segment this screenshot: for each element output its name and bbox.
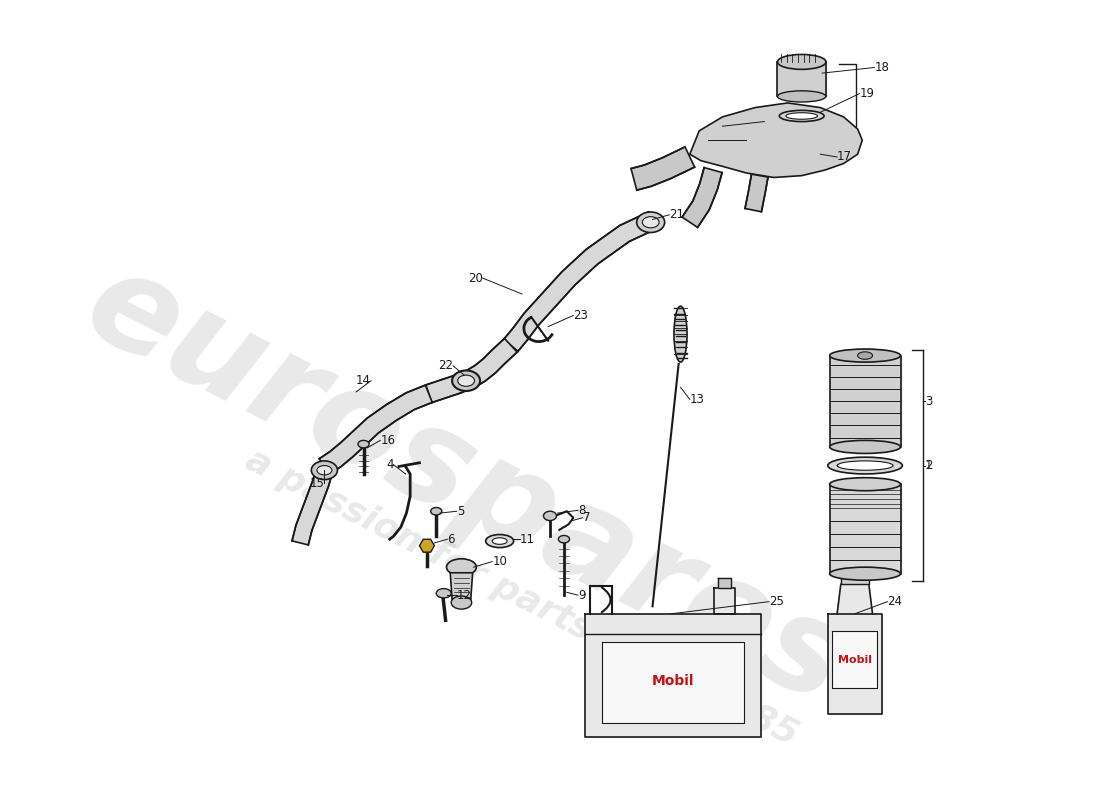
Ellipse shape bbox=[828, 457, 902, 474]
Ellipse shape bbox=[317, 466, 332, 475]
Text: a passion for parts since 1985: a passion for parts since 1985 bbox=[240, 442, 804, 752]
Polygon shape bbox=[745, 174, 768, 212]
Text: 7: 7 bbox=[583, 511, 590, 524]
Ellipse shape bbox=[829, 567, 901, 580]
Text: 23: 23 bbox=[573, 309, 588, 322]
Text: 24: 24 bbox=[888, 595, 902, 608]
Ellipse shape bbox=[559, 535, 570, 543]
Polygon shape bbox=[585, 614, 761, 737]
Polygon shape bbox=[426, 338, 517, 402]
Text: 4: 4 bbox=[386, 458, 394, 471]
Ellipse shape bbox=[642, 217, 659, 228]
Text: 22: 22 bbox=[438, 359, 453, 372]
Text: 12: 12 bbox=[456, 589, 472, 602]
Text: 11: 11 bbox=[520, 533, 536, 546]
Text: 14: 14 bbox=[356, 374, 371, 387]
Ellipse shape bbox=[437, 589, 451, 598]
Ellipse shape bbox=[674, 306, 688, 362]
Ellipse shape bbox=[311, 461, 338, 479]
Ellipse shape bbox=[858, 352, 872, 359]
Ellipse shape bbox=[779, 110, 824, 122]
Text: 16: 16 bbox=[381, 434, 395, 447]
Text: 19: 19 bbox=[859, 87, 874, 100]
Text: 25: 25 bbox=[769, 595, 784, 608]
Polygon shape bbox=[690, 103, 862, 178]
Text: Mobil: Mobil bbox=[838, 655, 872, 666]
Polygon shape bbox=[682, 167, 722, 227]
Text: 8: 8 bbox=[578, 504, 585, 517]
Ellipse shape bbox=[829, 440, 901, 454]
Ellipse shape bbox=[431, 507, 442, 515]
Ellipse shape bbox=[492, 538, 507, 544]
Ellipse shape bbox=[637, 212, 664, 233]
Ellipse shape bbox=[778, 91, 826, 102]
Ellipse shape bbox=[452, 370, 480, 391]
Polygon shape bbox=[714, 588, 735, 614]
Polygon shape bbox=[319, 385, 432, 474]
Text: 20: 20 bbox=[468, 272, 483, 285]
Polygon shape bbox=[504, 212, 657, 351]
Ellipse shape bbox=[829, 478, 901, 490]
Text: 18: 18 bbox=[874, 61, 889, 74]
Ellipse shape bbox=[778, 54, 826, 70]
Text: 9: 9 bbox=[578, 589, 585, 602]
Ellipse shape bbox=[358, 440, 370, 448]
Polygon shape bbox=[829, 355, 901, 447]
Text: 15: 15 bbox=[309, 477, 324, 490]
Polygon shape bbox=[837, 584, 872, 614]
Ellipse shape bbox=[543, 511, 557, 521]
Ellipse shape bbox=[447, 558, 476, 575]
Ellipse shape bbox=[458, 375, 474, 386]
Polygon shape bbox=[419, 539, 435, 552]
Polygon shape bbox=[602, 642, 744, 723]
Text: 13: 13 bbox=[690, 393, 705, 406]
Text: 17: 17 bbox=[837, 150, 852, 163]
Text: eurospares: eurospares bbox=[65, 239, 867, 731]
Polygon shape bbox=[828, 614, 882, 714]
Ellipse shape bbox=[829, 349, 901, 362]
Ellipse shape bbox=[451, 596, 472, 609]
Ellipse shape bbox=[486, 534, 514, 547]
Text: Mobil: Mobil bbox=[652, 674, 694, 688]
Text: 21: 21 bbox=[669, 208, 684, 222]
Polygon shape bbox=[450, 573, 473, 600]
Polygon shape bbox=[718, 578, 730, 588]
Text: 1: 1 bbox=[925, 459, 932, 472]
Polygon shape bbox=[631, 147, 695, 190]
Polygon shape bbox=[840, 569, 869, 584]
Ellipse shape bbox=[837, 461, 893, 470]
Text: 10: 10 bbox=[492, 555, 507, 568]
Text: 6: 6 bbox=[448, 533, 455, 546]
Polygon shape bbox=[833, 630, 877, 688]
Text: 3: 3 bbox=[925, 394, 932, 408]
Polygon shape bbox=[829, 484, 901, 574]
Ellipse shape bbox=[785, 113, 817, 119]
Polygon shape bbox=[292, 468, 332, 545]
FancyArrowPatch shape bbox=[602, 587, 610, 612]
Text: 2: 2 bbox=[925, 459, 932, 472]
Text: 5: 5 bbox=[456, 505, 464, 518]
